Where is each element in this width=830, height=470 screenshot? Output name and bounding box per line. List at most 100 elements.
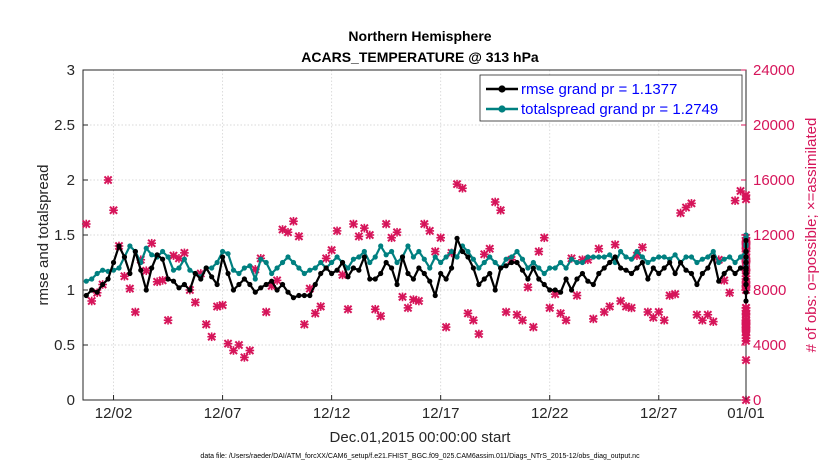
- rmse-point: [143, 287, 149, 293]
- rmse-point: [590, 281, 596, 288]
- totalspread-point: [688, 254, 695, 260]
- totalspread-point: [285, 254, 291, 260]
- rmse-point: [574, 276, 580, 282]
- obs-point: [741, 303, 751, 313]
- rmse-point: [498, 265, 504, 271]
- obs-point: [719, 276, 729, 285]
- totalspread-point: [558, 259, 564, 266]
- rmse-point: [623, 267, 629, 273]
- obs-point: [403, 303, 413, 313]
- obs-point: [223, 339, 233, 348]
- y-tick-label: 2: [67, 172, 75, 189]
- obs-point: [392, 227, 402, 237]
- totalspread-point: [541, 270, 547, 277]
- totalspread-point: [716, 259, 722, 266]
- obs-point: [523, 282, 533, 292]
- rmse-point: [367, 276, 373, 282]
- obs-point: [496, 205, 505, 215]
- rmse-point: [677, 259, 684, 266]
- obs-point: [545, 303, 555, 313]
- rmse-point: [661, 265, 667, 271]
- rmse-point: [350, 265, 357, 271]
- rmse-point: [448, 265, 455, 271]
- rmse-point: [181, 281, 188, 288]
- rmse-point: [454, 235, 460, 241]
- rmse-point: [743, 298, 749, 304]
- totalspread-point: [181, 256, 188, 262]
- rmse-point: [323, 265, 329, 271]
- totalspread-point: [290, 259, 297, 266]
- totalspread-point: [372, 254, 378, 260]
- obs-point: [419, 219, 429, 229]
- series-lines: [83, 232, 749, 304]
- obs-point: [240, 353, 249, 362]
- totalspread-point: [727, 254, 733, 260]
- obs-point: [430, 247, 440, 256]
- rmse-point: [470, 265, 476, 271]
- obs-point: [703, 310, 713, 320]
- obs-point: [300, 320, 309, 329]
- rmse-point: [214, 281, 220, 288]
- totalspread-point: [160, 248, 166, 255]
- totalspread-point: [296, 265, 302, 271]
- totalspread-point: [378, 243, 384, 249]
- obs-point: [474, 329, 484, 339]
- obs-point: [741, 194, 751, 204]
- rmse-point: [743, 254, 749, 260]
- rmse-point: [329, 270, 335, 277]
- obs-point: [120, 271, 129, 281]
- rmse-point: [530, 265, 536, 271]
- rmse-point: [383, 259, 389, 266]
- totalspread-point: [448, 248, 455, 255]
- y-tick-label: 0.5: [54, 337, 75, 354]
- rmse-point: [443, 276, 449, 282]
- totalspread-point: [487, 254, 493, 260]
- obs-point: [681, 203, 691, 212]
- totalspread-point: [590, 254, 596, 260]
- obs-point: [561, 315, 571, 325]
- rmse-point: [743, 281, 749, 288]
- y-right-tick-label: 0: [753, 392, 761, 409]
- rmse-point: [639, 259, 646, 266]
- totalspread-point: [656, 254, 662, 260]
- obs-point: [687, 199, 696, 208]
- rmse-point: [634, 265, 640, 271]
- rmse-point: [721, 270, 727, 277]
- totalspread-point: [312, 265, 318, 271]
- totalspread-point: [94, 270, 100, 277]
- rmse-point: [743, 289, 749, 295]
- rmse-point: [568, 287, 575, 293]
- obs-point: [463, 309, 473, 318]
- rmse-point: [230, 287, 237, 293]
- totalspread-point: [503, 256, 509, 262]
- legend: rmse grand pr = 1.1377 totalspread grand…: [479, 74, 743, 122]
- totalspread-point: [721, 256, 727, 262]
- obs-point: [643, 307, 653, 317]
- rmse-point: [105, 276, 111, 282]
- rmse-point: [285, 289, 291, 295]
- totalspread-point: [318, 259, 324, 266]
- legend-label-totalspread: totalspread grand pr = 1.2749: [521, 101, 718, 118]
- rmse-point: [149, 265, 155, 271]
- rmse-point: [279, 281, 286, 288]
- footnote: data file: /Users/raeder/DAI/ATM_forcXX/…: [200, 453, 640, 460]
- obs-point: [670, 289, 680, 299]
- obs-point: [414, 296, 424, 306]
- totalspread-point: [149, 252, 155, 258]
- x-axis-ticks: 12/02 12/07 12/12 12/17 12/22 12/27 01/01: [95, 395, 765, 422]
- obs-point: [589, 314, 598, 324]
- obs-point: [354, 232, 364, 241]
- rmse-point: [732, 270, 738, 277]
- totalspread-point: [432, 254, 438, 260]
- legend-box: [479, 74, 743, 122]
- totalspread-point: [334, 254, 340, 260]
- totalspread-point: [127, 243, 133, 249]
- rmse-point: [269, 278, 275, 284]
- totalspread-point: [100, 267, 106, 273]
- totalspread-point: [345, 265, 351, 271]
- obs-point: [518, 315, 527, 325]
- obs-point: [490, 197, 500, 207]
- totalspread-point: [574, 259, 580, 266]
- totalspread-point: [585, 254, 591, 260]
